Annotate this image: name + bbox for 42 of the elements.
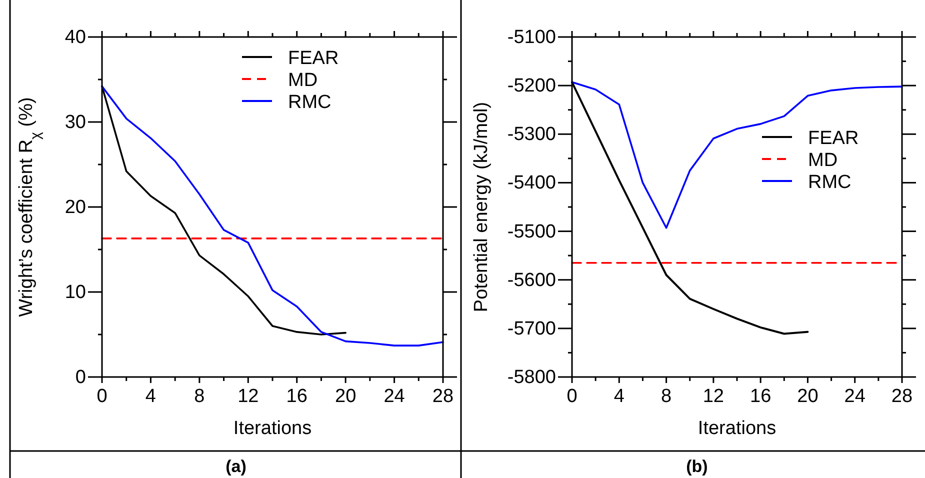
x-tick-label: 12 bbox=[702, 386, 724, 407]
y-tick-label: 10 bbox=[64, 282, 86, 303]
y-axis-title: Potential energy (kJ/mol) bbox=[471, 102, 492, 312]
y-tick-label: 20 bbox=[64, 197, 86, 218]
y-tick-label: 40 bbox=[64, 27, 86, 48]
x-tick-label: 8 bbox=[660, 386, 672, 407]
y-tick-label: -5300 bbox=[507, 124, 556, 146]
x-tick-label: 16 bbox=[286, 386, 308, 407]
y-tick-label: -5100 bbox=[507, 27, 556, 48]
x-tick-label: 28 bbox=[891, 386, 913, 407]
x-tick-label: 4 bbox=[614, 386, 625, 407]
line-series bbox=[101, 85, 444, 346]
x-tick-label: 0 bbox=[566, 386, 578, 407]
x-tick-label: 4 bbox=[145, 386, 156, 407]
x-tick-label: 0 bbox=[96, 386, 108, 407]
y-tick-label: -5800 bbox=[507, 367, 556, 388]
legend-label: MD bbox=[288, 70, 318, 91]
line-series bbox=[571, 81, 903, 229]
x-tick-label: 28 bbox=[432, 386, 454, 407]
text: (a) bbox=[226, 457, 246, 476]
x-tick-label: 24 bbox=[844, 386, 866, 407]
x-tick-label: 16 bbox=[750, 386, 772, 407]
legend-label: FEAR bbox=[808, 128, 859, 149]
x-tick-label: 20 bbox=[335, 386, 356, 407]
x-tick-label: 20 bbox=[797, 386, 818, 407]
x-axis-title: Iterations bbox=[233, 418, 312, 439]
legend-label: FEAR bbox=[288, 48, 339, 69]
x-tick-label: 24 bbox=[384, 386, 406, 407]
x-tick-label: 8 bbox=[194, 386, 205, 407]
y-tick-label: -5700 bbox=[507, 318, 556, 340]
y-tick-label: -5400 bbox=[507, 172, 556, 194]
text: (b) bbox=[686, 457, 708, 476]
y-tick-label: 30 bbox=[64, 112, 86, 133]
legend-label: MD bbox=[808, 150, 838, 171]
y-tick-label: -5200 bbox=[507, 76, 556, 97]
y-tick-label: 0 bbox=[75, 367, 86, 388]
x-tick-label: 12 bbox=[238, 386, 259, 407]
y-tick-label: -5600 bbox=[507, 270, 556, 291]
x-axis-title: Iterations bbox=[698, 418, 776, 439]
legend-label: RMC bbox=[288, 92, 332, 113]
y-tick-label: -5500 bbox=[507, 221, 556, 242]
legend-label: RMC bbox=[808, 172, 852, 193]
